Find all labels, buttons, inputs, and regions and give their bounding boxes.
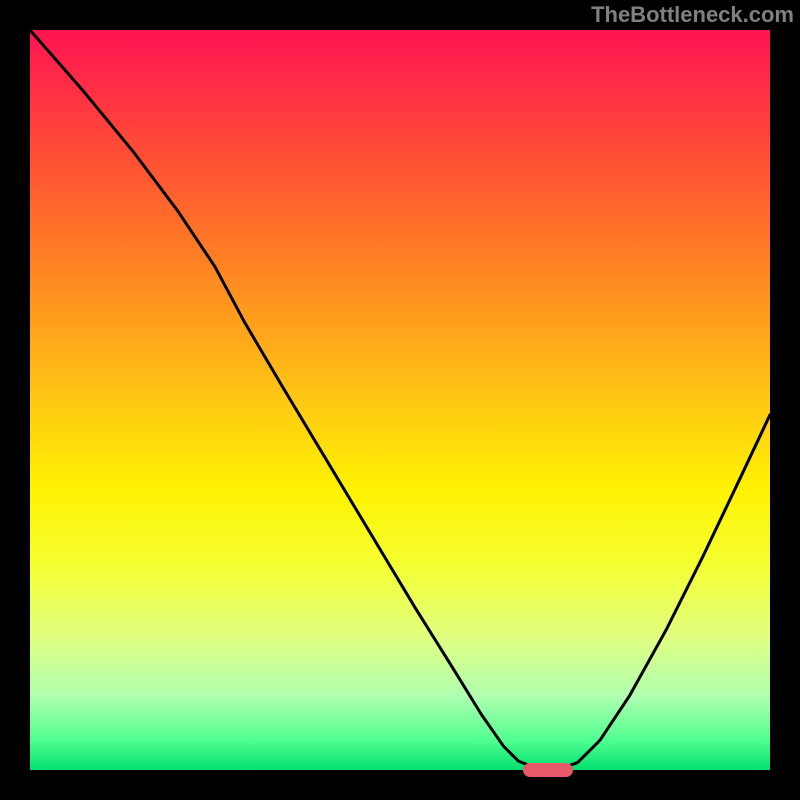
plot-background	[30, 30, 770, 770]
bottleneck-chart	[0, 0, 800, 800]
watermark-text: TheBottleneck.com	[591, 2, 794, 28]
optimal-marker	[523, 763, 573, 777]
chart-container: TheBottleneck.com	[0, 0, 800, 800]
